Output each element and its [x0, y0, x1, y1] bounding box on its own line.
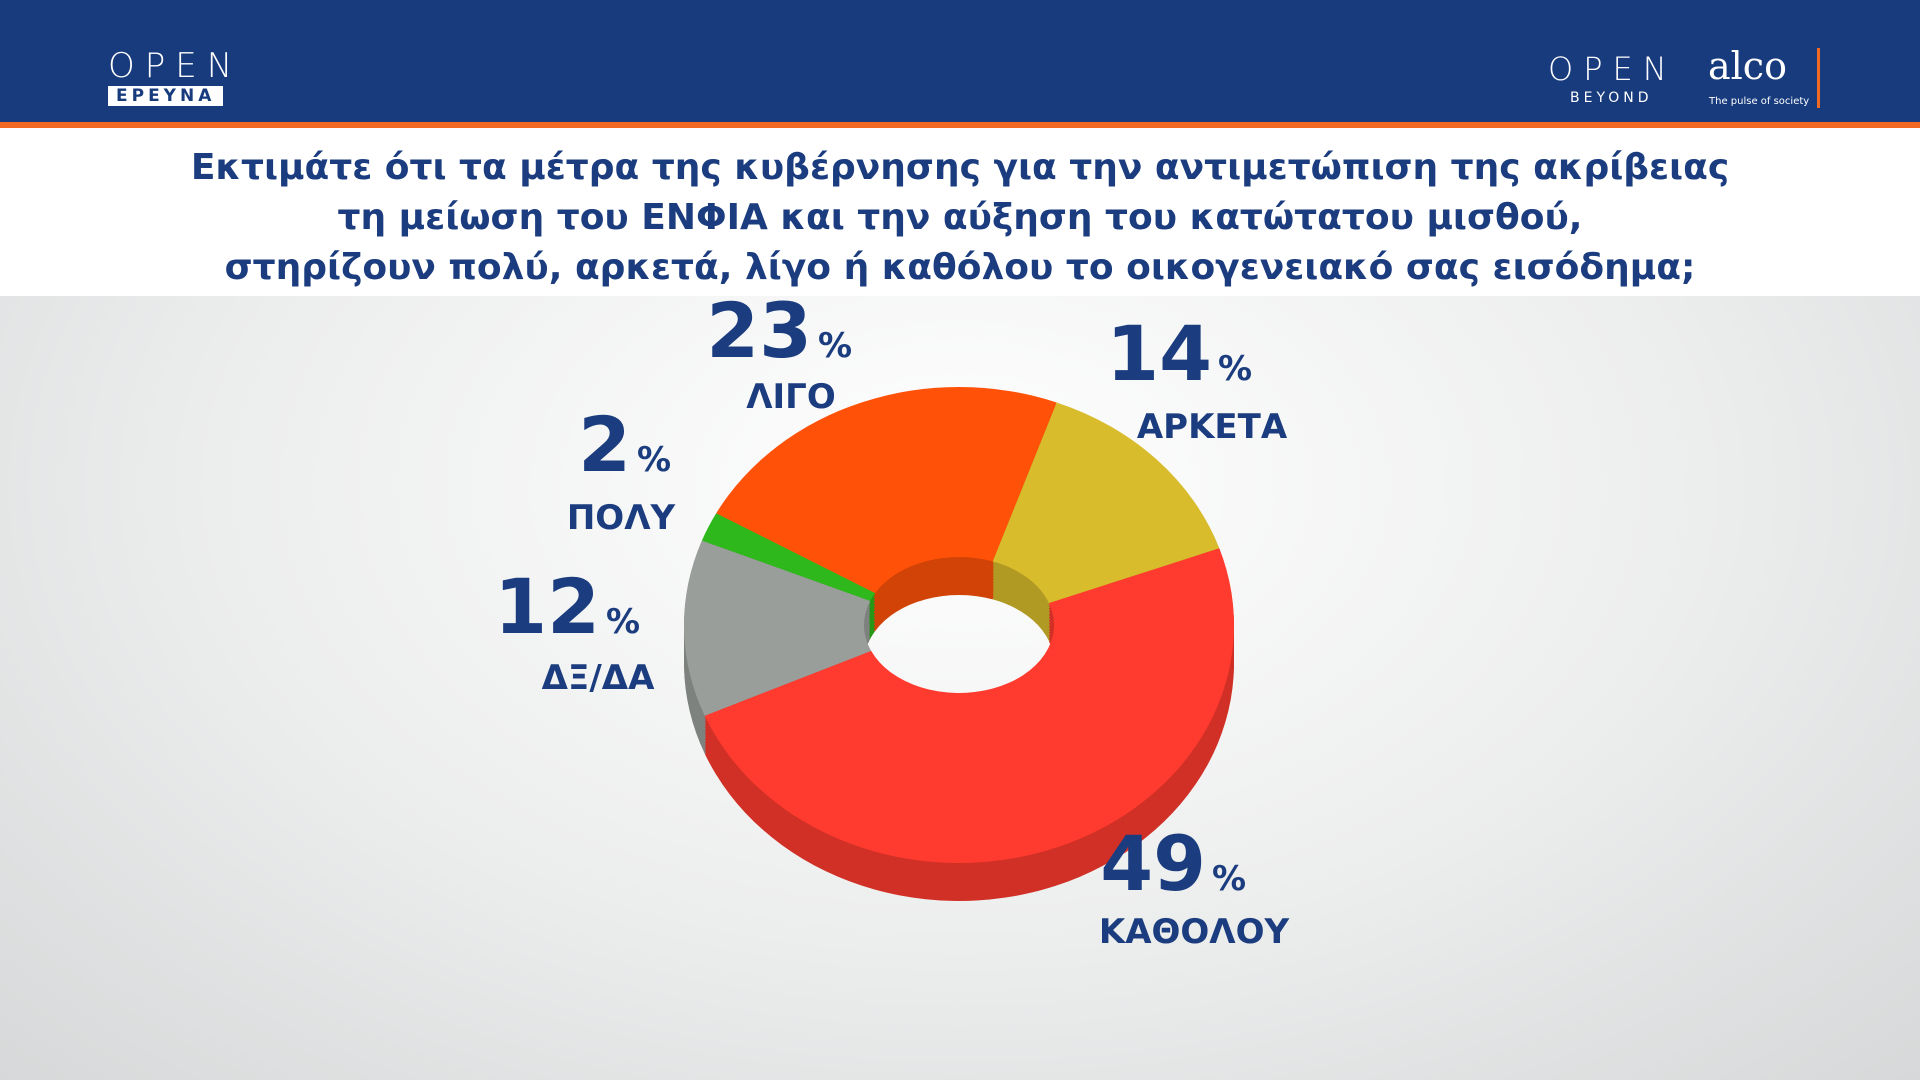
- value-suffix: %: [1212, 859, 1246, 899]
- category-label: ΠΟΛΥ: [567, 498, 676, 538]
- logo-sub: ΕΡΕΥΝΑ: [108, 86, 224, 106]
- slice: [716, 386, 1057, 594]
- slice: [684, 540, 872, 716]
- category-label: ΔΞ/ΔΑ: [542, 658, 656, 698]
- value-label: 23: [706, 286, 812, 375]
- logo-sub: BEYOND: [1570, 90, 1653, 106]
- header-bar: OPEN ΕΡΕΥΝΑ OPEN BEYOND alco The pulse o…: [0, 0, 1920, 128]
- logo: OPEN: [108, 46, 243, 86]
- logo: OPEN: [1548, 50, 1677, 88]
- chart-title: Εκτιμάτε ότι τα μέτρα της κυβέρνησης για…: [0, 128, 1920, 296]
- slice: [701, 513, 876, 601]
- value-suffix: %: [606, 602, 640, 642]
- value-suffix: %: [818, 326, 852, 366]
- value-label: 12: [494, 562, 600, 651]
- category-label: ΑΡΚΕΤΑ: [1137, 407, 1288, 447]
- value-suffix: %: [637, 440, 671, 480]
- value-suffix: %: [1218, 349, 1252, 389]
- slice: [992, 402, 1220, 604]
- partner-sub: The pulse of society: [1709, 96, 1810, 107]
- value-label: 49: [1100, 819, 1206, 908]
- value-label: 2: [578, 400, 631, 489]
- slice: [704, 548, 1234, 863]
- category-label: ΚΑΘΟΛΟΥ: [1099, 912, 1290, 952]
- partner-logo: alco: [1708, 44, 1787, 88]
- divider: [1817, 48, 1820, 108]
- value-label: 14: [1106, 309, 1212, 398]
- category-label: ΛΙΓΟ: [746, 377, 836, 417]
